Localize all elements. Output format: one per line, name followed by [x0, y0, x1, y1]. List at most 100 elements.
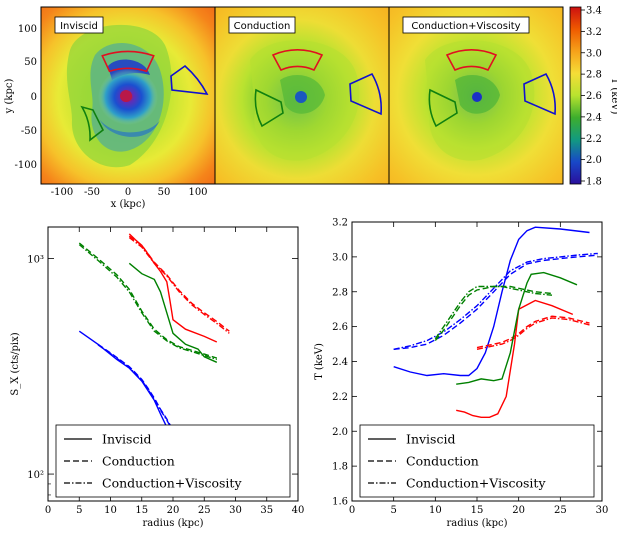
wedge-red	[271, 48, 324, 72]
x-tick-label: 5	[390, 505, 396, 516]
colorbar: 3.4 3.2 3.0 2.8 2.6 2.4 2.2 2.0 1.8 T (keV)	[569, 6, 617, 188]
series-line	[393, 252, 598, 350]
legend: Inviscid Conduction Conduction+Viscosity	[359, 424, 595, 498]
wedge-red	[445, 48, 498, 72]
svg-text:Conduction: Conduction	[234, 21, 291, 32]
series-line	[128, 235, 230, 332]
y-tick-label: 2.4	[332, 357, 348, 368]
x-tick-label: 30	[596, 505, 609, 516]
colorbar-tick-label: 1.8	[586, 177, 602, 188]
temperature-profile-chart: 0 5 10 15 20 25 30 radius (kpc) 1.6 1.8 2.0 2.2 2.4 2…	[314, 218, 608, 530]
legend-box	[55, 424, 291, 498]
wedge-green	[254, 88, 284, 128]
series-line	[434, 285, 553, 340]
y-tick-label: 3.0	[332, 252, 348, 263]
map-panel-inviscid	[41, 7, 215, 184]
x-tick-label: 30	[229, 505, 242, 516]
wedge-green	[80, 105, 105, 142]
map-y-tick: -100	[15, 160, 37, 171]
map-y-ticks: 100 50 0 -50 -100	[15, 24, 37, 171]
wedge-blue	[523, 72, 556, 116]
map-y-axis-label: y (kpc)	[4, 79, 15, 115]
colorbar-tick-label: 2.4	[586, 112, 602, 123]
legend-box	[359, 424, 595, 498]
temperature-maps: Inviscid Conduction Conduction+Viscosity…	[4, 6, 617, 211]
y-tick-label: 2.0	[332, 427, 348, 438]
x-tick-label: 10	[429, 505, 442, 516]
legend-label: Conduction+Viscosity	[102, 476, 242, 491]
x-tick-label: 0	[45, 505, 51, 516]
series-line	[128, 233, 218, 343]
y-tick-label: 3.2	[332, 218, 348, 229]
series-line	[456, 271, 578, 385]
legend-label: Inviscid	[406, 432, 455, 447]
y-tick-label: 2.2	[332, 392, 348, 403]
colorbar-tick-label: 3.4	[586, 6, 602, 17]
series-line	[393, 254, 598, 350]
wedge-regions	[80, 48, 556, 142]
legend-label: Conduction+Viscosity	[406, 476, 546, 491]
map-x-tick: 100	[188, 187, 207, 198]
x-tick-label: 10	[104, 505, 117, 516]
y-tick-label: 2.6	[332, 322, 348, 333]
legend-label: Inviscid	[102, 432, 151, 447]
map-y-tick: 0	[31, 92, 37, 103]
map-x-tick: 0	[125, 187, 131, 198]
x-tick-label: 35	[260, 505, 273, 516]
panel-label-inviscid: Inviscid	[54, 16, 104, 34]
x-tick-label: 15	[135, 505, 148, 516]
colorbar-tick-label: 3.2	[586, 27, 602, 38]
series-line	[128, 237, 230, 334]
map-x-tick: -50	[84, 187, 100, 198]
series-line	[97, 344, 233, 460]
y-tick-label: 2.8	[332, 287, 348, 298]
x-tick-label: 40	[292, 505, 305, 516]
colorbar-tick-label: 2.0	[586, 155, 602, 166]
map-x-axis-label: x (kpc)	[111, 199, 146, 210]
wedge-blue	[170, 64, 209, 95]
map-x-tick: 50	[158, 187, 171, 198]
legend-label: Conduction	[406, 454, 479, 469]
panel-label-conduction: Conduction	[228, 16, 296, 34]
svg-text:Inviscid: Inviscid	[60, 21, 98, 32]
map-x-tick: -100	[51, 187, 73, 198]
map-x-ticks: -100 -50 0 50 100	[51, 187, 208, 198]
legend: Inviscid Conduction Conduction+Viscosity	[55, 424, 291, 498]
sx-profile-chart: 0 5 10 15 20 25 30 35 40 radius (kpc) 10² 10³ S_X (c…	[10, 226, 305, 529]
colorbar-label: T (keV)	[609, 78, 617, 115]
colorbar-tick-label: 2.6	[586, 91, 602, 102]
colorbar-tick-label: 3.0	[586, 48, 602, 59]
x-tick-label: 25	[554, 505, 567, 516]
svg-text:Conduction+Viscosity: Conduction+Viscosity	[411, 21, 520, 32]
x-tick-label: 20	[512, 505, 525, 516]
series-line	[78, 242, 218, 359]
series-line	[476, 315, 590, 349]
series-line	[128, 262, 218, 363]
y-tick-label: 1.6	[332, 497, 348, 508]
series-line	[78, 244, 218, 361]
legend-label: Conduction	[102, 454, 175, 469]
map-y-tick: -50	[21, 126, 37, 137]
y-axis-label: S_X (cts/pix)	[10, 332, 21, 395]
x-tick-label: 15	[471, 505, 484, 516]
map-y-tick: 50	[24, 57, 37, 68]
map-panel-conduction	[215, 7, 389, 184]
map-y-tick: 100	[18, 24, 37, 35]
map-panel-conduction-viscosity	[389, 7, 563, 184]
series-line	[476, 317, 590, 350]
x-tick-label: 20	[167, 505, 180, 516]
y-axis-label: T (keV)	[314, 343, 325, 380]
wedge-blue	[349, 72, 382, 116]
wedge-green	[428, 88, 458, 128]
panel-label-conduction-viscosity: Conduction+Viscosity	[402, 16, 530, 34]
x-axis-label: radius (kpc)	[447, 518, 508, 529]
x-axis-label: radius (kpc)	[143, 518, 204, 529]
x-tick-label: 25	[198, 505, 211, 516]
series-line	[434, 285, 553, 342]
y-tick-label: 10²	[27, 470, 44, 481]
series-line	[393, 226, 590, 377]
colorbar-tick-label: 2.2	[586, 134, 602, 145]
series-line	[456, 299, 574, 418]
y-tick-label: 10³	[27, 255, 44, 266]
